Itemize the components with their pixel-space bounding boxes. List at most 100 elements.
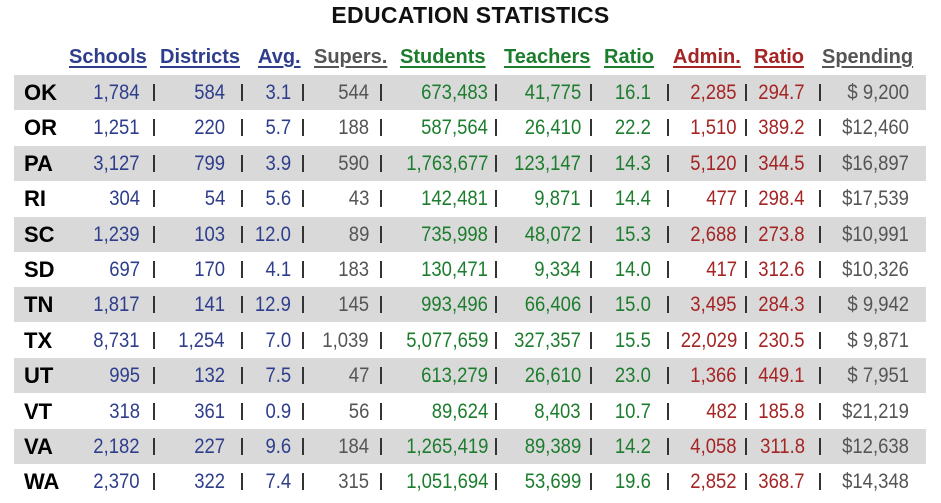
column-separator	[153, 367, 155, 385]
header-ratio-teachers: Ratio	[604, 46, 654, 68]
cell-admin: 482	[706, 399, 737, 423]
cell-supers: 89	[348, 222, 369, 246]
cell-students: 5,077,659	[405, 328, 488, 352]
cell-students: 1,763,677	[405, 151, 488, 175]
column-separator	[302, 119, 304, 137]
cell-spending: $ 9,200	[847, 81, 909, 104]
column-separator	[745, 473, 747, 491]
cell-spending: $ 7,951	[847, 364, 909, 388]
column-separator	[495, 402, 497, 420]
column-separator	[745, 296, 747, 314]
cell-avg: 3.9	[265, 151, 291, 175]
state-code: OK	[24, 80, 57, 105]
table-row: VT 318 361 0.9 56 89,624 8,403 10.7 482 185.8 $21,…	[14, 394, 926, 429]
cell-admin: 2,688	[690, 222, 737, 246]
column-separator	[302, 367, 304, 385]
cell-avg: 5.7	[265, 116, 291, 140]
column-separator	[819, 154, 821, 172]
cell-teachers: 48,072	[524, 222, 581, 246]
cell-ratio2: 273.8	[758, 222, 805, 246]
column-separator	[380, 438, 382, 455]
column-separator	[241, 473, 243, 491]
cell-spending: $12,460	[842, 116, 909, 140]
cell-schools: 1,251	[93, 116, 140, 140]
cell-ratio1: 22.2	[615, 116, 651, 140]
cell-ratio2: 311.8	[760, 435, 805, 458]
column-separator	[590, 190, 592, 208]
column-separator	[745, 438, 747, 455]
column-separator	[590, 84, 592, 101]
cell-spending: $12,638	[842, 435, 909, 458]
table-row: OK 1,784 584 3.1 544 673,483 41,775 16.1 2,285 29…	[14, 75, 926, 110]
column-separator	[495, 119, 497, 137]
cell-supers: 184	[338, 435, 369, 458]
cell-ratio1: 15.0	[615, 293, 651, 317]
cell-students: 89,624	[431, 399, 488, 423]
column-separator	[302, 190, 304, 208]
column-separator	[153, 331, 155, 349]
cell-students: 673,483	[421, 81, 488, 104]
cell-schools: 1,239	[93, 222, 140, 246]
cell-schools: 2,370	[93, 470, 140, 494]
column-separator	[241, 84, 243, 101]
cell-supers: 43	[348, 187, 369, 211]
column-separator	[590, 473, 592, 491]
column-separator	[590, 225, 592, 243]
column-separator	[667, 296, 669, 314]
column-separator	[380, 225, 382, 243]
cell-supers: 145	[338, 293, 369, 317]
column-separator	[819, 84, 821, 101]
column-separator	[302, 84, 304, 101]
table-row: TN 1,817 141 12.9 145 993,496 66,406 15.0 3,495 2…	[14, 287, 926, 323]
cell-schools: 8,731	[93, 328, 140, 352]
column-separator	[241, 296, 243, 314]
state-code: UT	[24, 363, 54, 389]
column-separator	[819, 296, 821, 314]
cell-ratio1: 14.2	[615, 435, 651, 458]
cell-ratio1: 10.7	[615, 399, 651, 423]
column-separator	[495, 225, 497, 243]
state-code: OR	[24, 115, 57, 141]
column-separator	[590, 261, 592, 278]
cell-teachers: 327,357	[514, 328, 581, 352]
column-separator	[590, 119, 592, 137]
column-separator	[302, 225, 304, 243]
column-separator	[153, 119, 155, 137]
cell-spending: $ 9,871	[847, 328, 909, 352]
cell-students: 142,481	[421, 187, 488, 211]
column-separator	[495, 331, 497, 349]
cell-spending: $14,348	[842, 470, 909, 494]
cell-spending: $21,219	[842, 399, 909, 423]
cell-admin: 417	[706, 258, 737, 281]
state-code: RI	[24, 186, 46, 212]
state-code: VT	[24, 398, 53, 424]
cell-schools: 3,127	[93, 151, 140, 175]
state-code: WA	[24, 469, 60, 495]
column-separator	[495, 190, 497, 208]
cell-students: 993,496	[421, 293, 488, 317]
cell-students: 613,279	[421, 364, 488, 388]
column-separator	[819, 190, 821, 208]
column-separator	[667, 84, 669, 101]
column-separator	[302, 438, 304, 455]
column-separator	[241, 190, 243, 208]
cell-avg: 7.0	[265, 328, 291, 352]
cell-students: 587,564	[421, 116, 488, 140]
cell-teachers: 123,147	[514, 151, 581, 175]
column-separator	[380, 296, 382, 314]
column-separator	[302, 296, 304, 314]
column-separator	[819, 225, 821, 243]
header-schools: Schools	[69, 46, 147, 68]
header-teachers: Teachers	[504, 46, 591, 68]
column-separator	[590, 331, 592, 349]
column-separator	[153, 473, 155, 491]
cell-schools: 318	[109, 399, 140, 423]
column-separator	[667, 154, 669, 172]
cell-teachers: 41,775	[524, 81, 581, 104]
column-separator	[380, 367, 382, 385]
table-row: TX 8,731 1,254 7.0 1,039 5,077,659 327,357 15.5…	[14, 323, 926, 358]
cell-spending: $17,539	[842, 187, 909, 211]
column-separator	[667, 367, 669, 385]
column-separator	[745, 225, 747, 243]
cell-districts: 220	[194, 116, 225, 140]
